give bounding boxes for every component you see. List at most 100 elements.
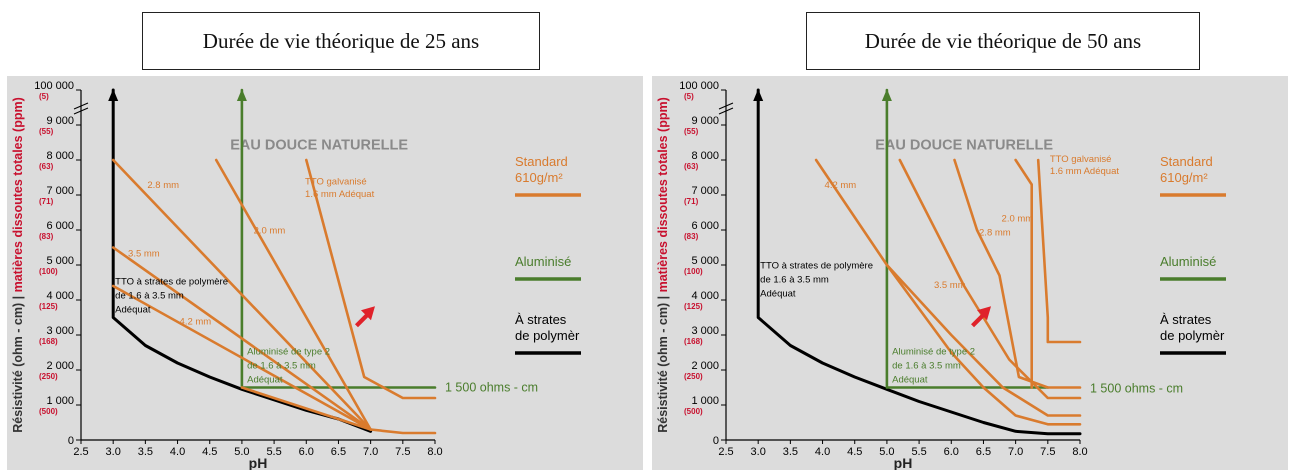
y-tick-label: 5 000 xyxy=(46,255,74,267)
axis-break-icon xyxy=(718,102,734,115)
x-tick-label: 2.5 xyxy=(718,446,733,458)
chart-panel-left: Résistivité (ohm - cm) | matières dissou… xyxy=(7,76,643,471)
annotation-label: 2.0 mm xyxy=(1002,213,1034,224)
y-tick-label: 2 000 xyxy=(46,360,74,372)
y-tick-ppm: (71) xyxy=(684,197,699,206)
y-tick-label: 4 000 xyxy=(691,290,719,302)
y-tick-ppm: (500) xyxy=(39,407,58,416)
y-tick-label: 0 xyxy=(68,435,74,447)
x-tick-label: 5.0 xyxy=(234,446,249,458)
y-axis-label-separator: | xyxy=(656,296,670,303)
x-tick-label: 2.5 xyxy=(73,446,88,458)
annotation-label: TTO à strates de polymère xyxy=(115,276,228,287)
annotation-label: de 1.6 à 3.5 mm xyxy=(115,290,184,301)
direction-arrow-icon xyxy=(971,306,992,328)
y-tick-label: 9 000 xyxy=(691,115,719,127)
y-tick-label: 7 000 xyxy=(691,185,719,197)
y-axis-label: Résistivité (ohm - cm) | matières dissou… xyxy=(656,97,670,433)
annotation-label: 2.0 mm xyxy=(254,226,286,237)
y-tick-label: 9 000 xyxy=(46,115,74,127)
y-tick-ppm: (5) xyxy=(39,92,49,101)
series-line-standard xyxy=(111,284,372,431)
x-tick-label: 3.0 xyxy=(106,446,121,458)
y-tick-ppm: (100) xyxy=(684,267,703,276)
y-tick-ppm: (55) xyxy=(684,127,699,136)
arrowhead-icon xyxy=(236,89,247,101)
y-axis-label-resistivite: Résistivité (ohm - cm) xyxy=(11,303,25,433)
annotation-label: 2.8 mm xyxy=(147,180,179,191)
x-tick-label: 6.5 xyxy=(331,446,346,458)
chart-panel-right: Résistivité (ohm - cm) | matières dissou… xyxy=(652,76,1288,471)
annotation-label: Aluminisé de type 2 xyxy=(247,346,330,357)
annotation-label: 4.2 mm xyxy=(825,180,857,191)
chart-title-right: Durée de vie théorique de 50 ans xyxy=(806,12,1200,70)
y-tick-ppm: (5) xyxy=(684,92,694,101)
x-axis-label: pH xyxy=(894,455,913,470)
legend-label-standard: Standard xyxy=(515,154,568,169)
y-axis-label-resistivite: Résistivité (ohm - cm) xyxy=(656,303,670,433)
legend-label-polymere: À strates xyxy=(1160,312,1212,327)
annotation-label: TTO galvanisé xyxy=(305,177,367,188)
chart-title-left: Durée de vie théorique de 25 ans xyxy=(142,12,540,70)
y-tick-ppm: (63) xyxy=(39,162,54,171)
y-tick-label: 100 000 xyxy=(679,80,719,92)
region-label: EAU DOUCE NATURELLE xyxy=(230,138,408,154)
y-tick-ppm: (83) xyxy=(39,232,54,241)
series-line-standard xyxy=(111,158,372,431)
y-tick-ppm: (168) xyxy=(684,337,703,346)
series-line-standard xyxy=(214,158,372,431)
chart-left: Résistivité (ohm - cm) | matières dissou… xyxy=(11,80,581,471)
x-tick-label: 6.0 xyxy=(944,446,959,458)
x-tick-label: 5.5 xyxy=(911,446,926,458)
y-tick-ppm: (55) xyxy=(39,127,54,136)
legend-label-standard: Standard xyxy=(1160,154,1213,169)
axis-break-icon xyxy=(73,102,89,115)
x-tick-label: 3.0 xyxy=(751,446,766,458)
legend-label-aluminise: Aluminisé xyxy=(515,254,571,269)
y-tick-label: 1 000 xyxy=(691,395,719,407)
legend-label-aluminise: Aluminisé xyxy=(1160,254,1216,269)
series-line-standard xyxy=(240,386,372,431)
x-tick-label: 4.0 xyxy=(170,446,185,458)
x-tick-label: 7.5 xyxy=(1040,446,1055,458)
arrowhead-icon xyxy=(753,89,764,101)
series-line-standard xyxy=(1014,158,1034,389)
y-tick-label: 5 000 xyxy=(691,255,719,267)
x-tick-label: 6.5 xyxy=(976,446,991,458)
x-tick-label: 7.5 xyxy=(395,446,410,458)
x-tick-label: 7.0 xyxy=(1008,446,1023,458)
y-tick-label: 1 000 xyxy=(46,395,74,407)
annotation-label: 4.2 mm xyxy=(180,317,212,328)
chart-right: Résistivité (ohm - cm) | matières dissou… xyxy=(656,80,1226,471)
y-axis-label-ppm: matières dissoutes totales (ppm) xyxy=(11,97,25,296)
y-tick-label: 3 000 xyxy=(46,325,74,337)
region-label: EAU DOUCE NATURELLE xyxy=(875,138,1053,154)
legend-label-polymere: À strates xyxy=(515,312,567,327)
legend-label-standard: 610g/m² xyxy=(1160,170,1208,185)
x-tick-label: 8.0 xyxy=(1072,446,1087,458)
series-line-standard xyxy=(111,246,372,431)
y-axis-label-ppm: matières dissoutes totales (ppm) xyxy=(656,97,670,296)
arrowhead-icon xyxy=(108,89,119,101)
series-line-standard xyxy=(898,158,1082,400)
y-tick-label: 100 000 xyxy=(34,80,74,92)
x-tick-label: 3.5 xyxy=(783,446,798,458)
y-tick-ppm: (168) xyxy=(39,337,58,346)
annotation-label: TTO galvanisé xyxy=(1050,154,1112,165)
y-tick-label: 0 xyxy=(713,435,719,447)
arrowhead-icon xyxy=(881,89,892,101)
annotation-label: 3.5 mm xyxy=(934,280,966,291)
x-tick-label: 7.0 xyxy=(363,446,378,458)
y-tick-ppm: (100) xyxy=(39,267,58,276)
y-tick-ppm: (125) xyxy=(39,302,58,311)
annotation-label: 3.5 mm xyxy=(128,248,160,259)
x-tick-label: 4.5 xyxy=(847,446,862,458)
y-tick-ppm: (125) xyxy=(684,302,703,311)
annotation-label: de 1.6 à 3.5 mm xyxy=(760,275,829,286)
y-tick-ppm: (500) xyxy=(684,407,703,416)
series-line-polymere xyxy=(756,88,1082,436)
y-tick-ppm: (71) xyxy=(39,197,54,206)
series-line-standard xyxy=(953,158,1082,389)
y-tick-label: 8 000 xyxy=(46,150,74,162)
annotation-label: TTO à strates de polymère xyxy=(760,261,873,272)
